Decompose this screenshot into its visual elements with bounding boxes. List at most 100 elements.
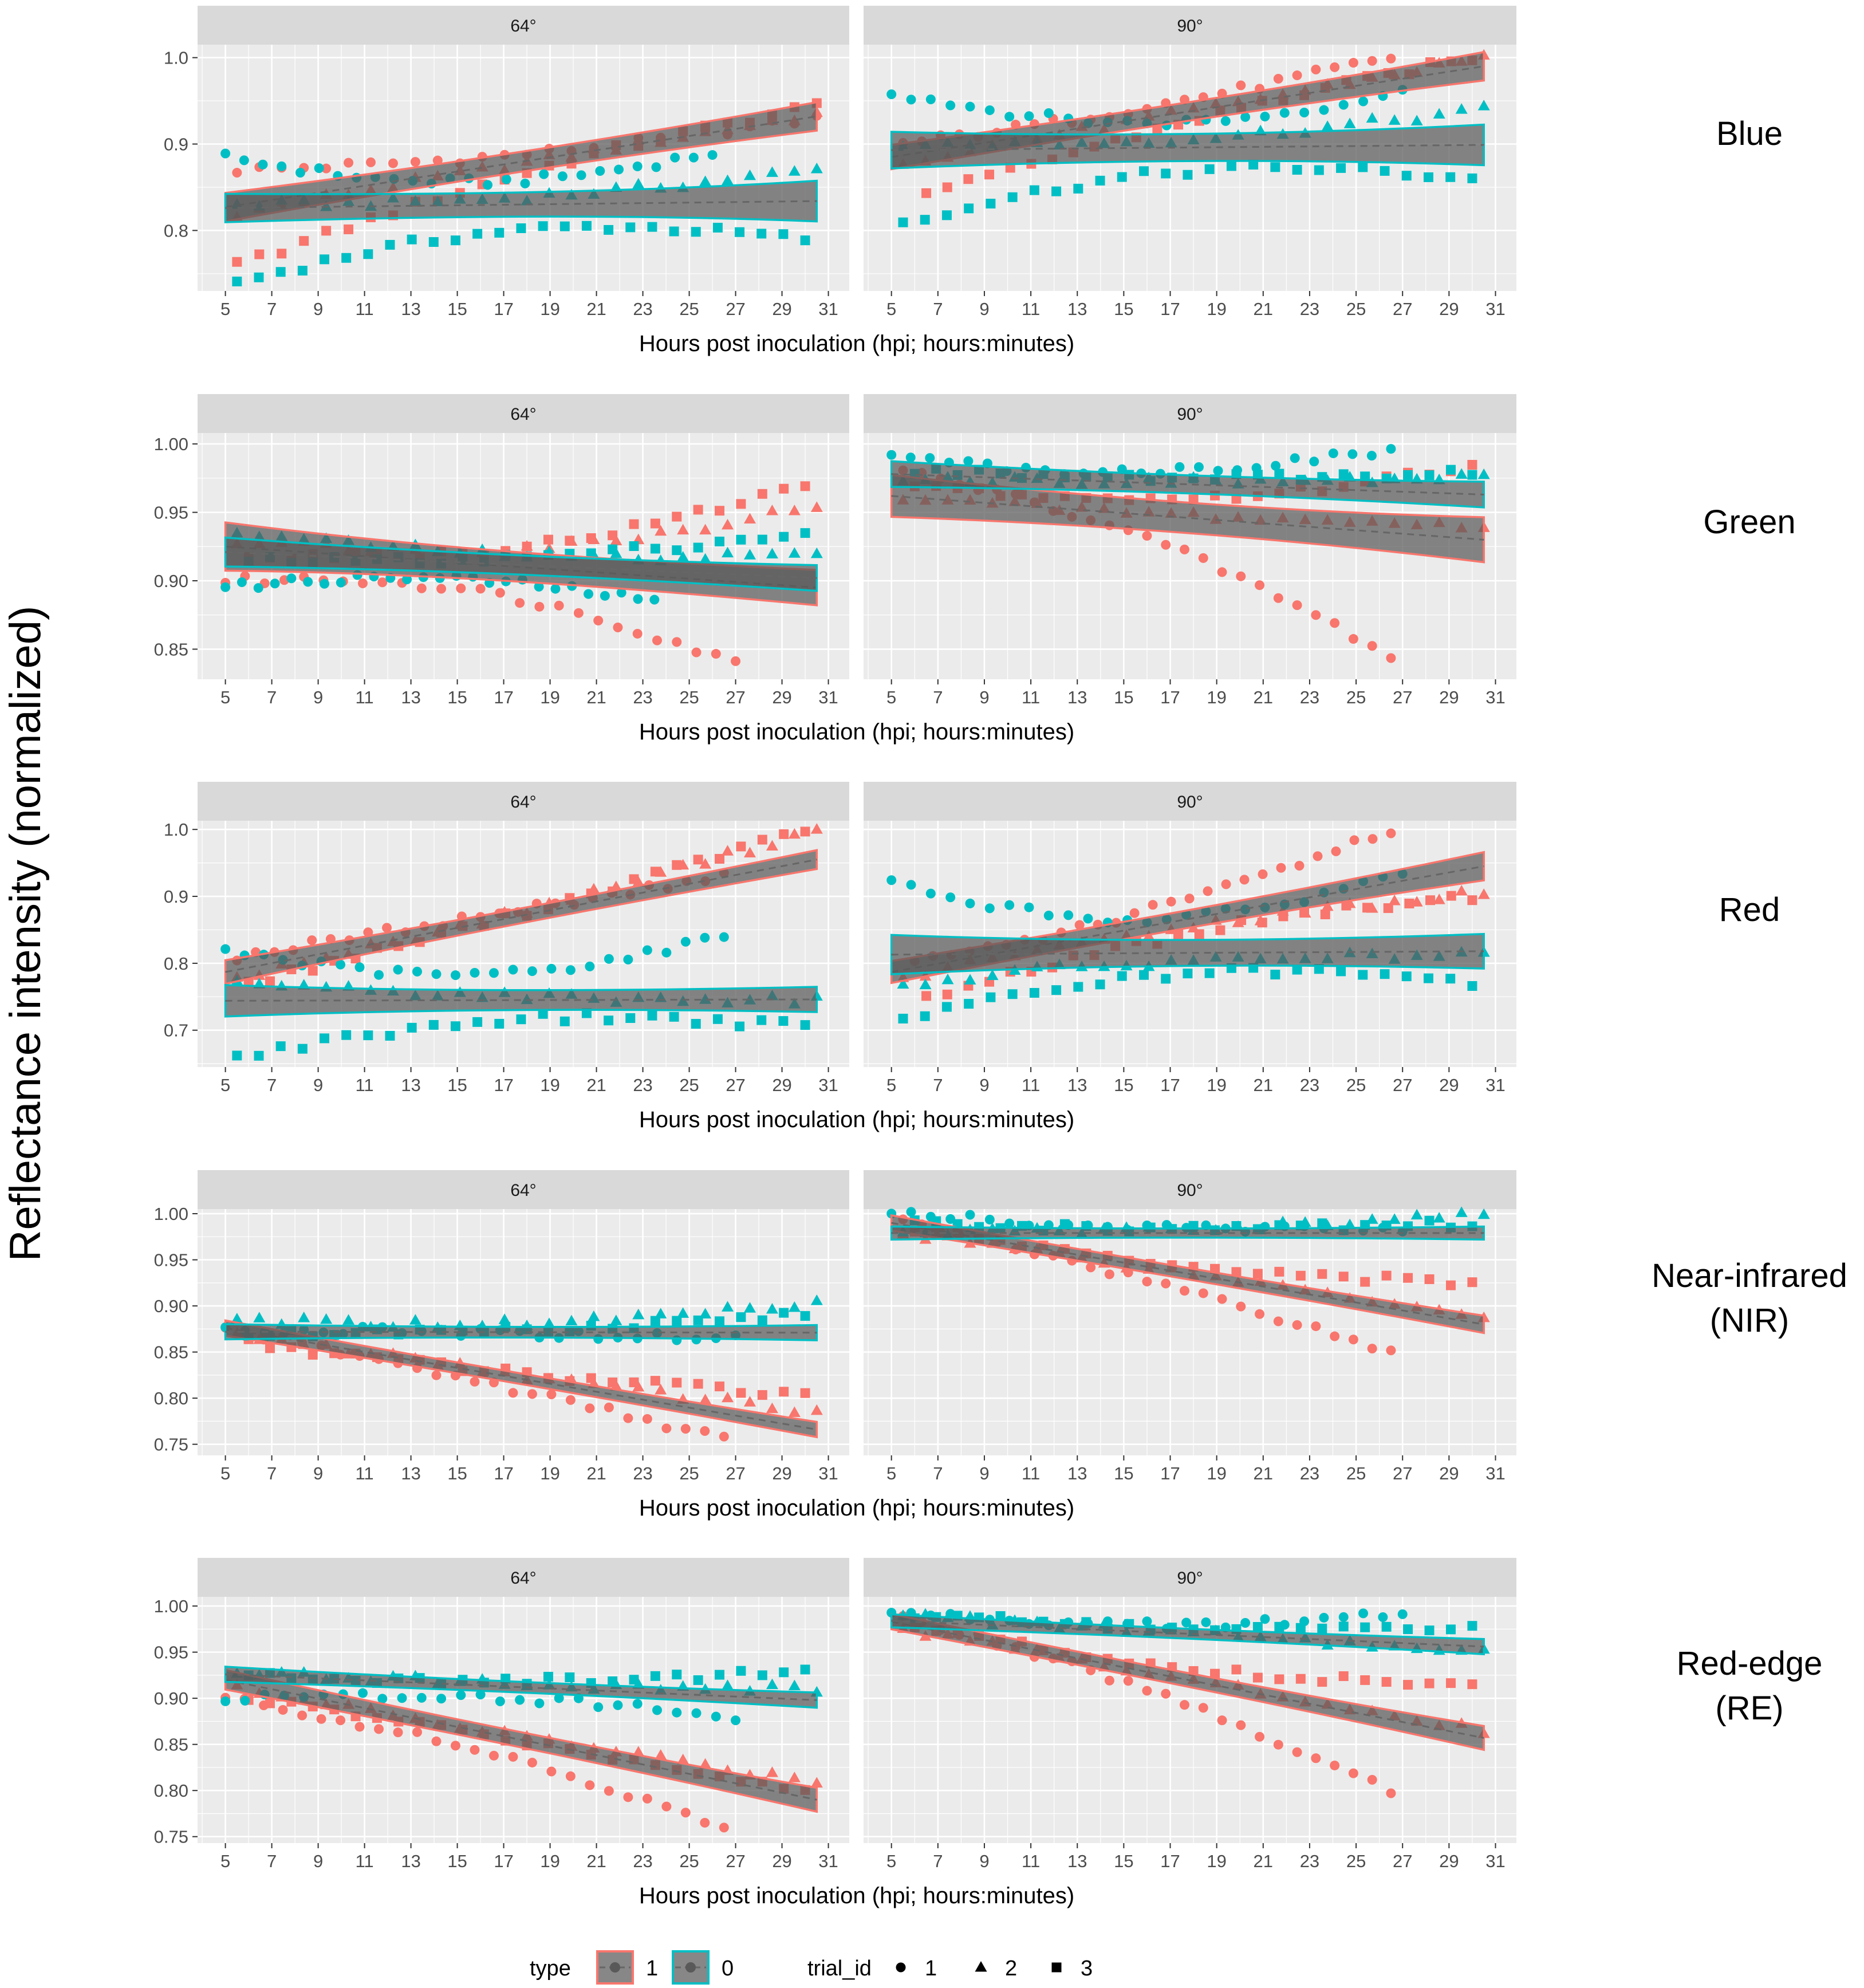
data-point bbox=[1201, 1617, 1211, 1627]
data-point bbox=[669, 226, 679, 237]
data-point bbox=[1260, 1614, 1270, 1624]
data-point bbox=[412, 966, 422, 977]
data-point bbox=[559, 221, 570, 231]
data-point bbox=[253, 583, 263, 593]
data-point bbox=[1319, 105, 1329, 115]
x-tick-label: 9 bbox=[313, 1851, 323, 1871]
data-point bbox=[1292, 600, 1302, 611]
data-point bbox=[546, 1766, 557, 1777]
data-point bbox=[1161, 168, 1171, 179]
data-point bbox=[1051, 186, 1062, 196]
facet-strip-label: 64° bbox=[510, 17, 536, 36]
x-tick-label: 21 bbox=[1254, 299, 1273, 319]
legend-label-type: 0 bbox=[722, 1956, 734, 1981]
data-point bbox=[550, 584, 561, 594]
data-point bbox=[650, 1316, 660, 1326]
facet-panel: 90° 5 7 9 11 13 15 17 19 21 23 25 27 29 31 bbox=[864, 394, 1516, 707]
data-point bbox=[1273, 593, 1283, 603]
data-point bbox=[1278, 911, 1288, 922]
data-point bbox=[800, 1020, 810, 1030]
data-point bbox=[1397, 1609, 1408, 1619]
data-point bbox=[407, 234, 417, 245]
data-point bbox=[585, 1403, 595, 1414]
facet-strip bbox=[198, 1170, 849, 1209]
x-tick-label: 29 bbox=[772, 1851, 791, 1871]
data-point bbox=[1348, 634, 1358, 644]
data-point bbox=[265, 1698, 275, 1709]
data-point bbox=[1270, 970, 1280, 980]
data-point bbox=[316, 1714, 326, 1724]
data-point bbox=[357, 1688, 368, 1698]
data-point bbox=[1321, 900, 1334, 911]
data-point bbox=[722, 845, 734, 856]
data-point bbox=[691, 227, 701, 237]
facet-strip-label: 90° bbox=[1177, 17, 1203, 36]
data-point bbox=[766, 1766, 778, 1777]
fit-line bbox=[225, 1327, 817, 1431]
data-point bbox=[623, 1413, 633, 1423]
row-label: Green bbox=[1703, 503, 1795, 541]
data-point bbox=[1148, 900, 1158, 910]
legend-key-trial bbox=[1051, 1962, 1062, 1973]
x-tick-label: 23 bbox=[633, 1463, 652, 1483]
data-point bbox=[297, 1710, 308, 1721]
data-point bbox=[1455, 103, 1468, 114]
data-point bbox=[1467, 1621, 1477, 1631]
x-tick-label: 27 bbox=[726, 687, 745, 707]
x-tick-label: 15 bbox=[1114, 1075, 1133, 1095]
data-point bbox=[1051, 985, 1062, 995]
data-point bbox=[650, 1671, 660, 1681]
data-point bbox=[1336, 163, 1346, 173]
data-point bbox=[1005, 163, 1015, 173]
data-point bbox=[886, 89, 897, 100]
x-tick-label: 9 bbox=[979, 1851, 989, 1871]
x-tick-label: 7 bbox=[267, 1075, 277, 1095]
data-point bbox=[779, 483, 789, 494]
data-point bbox=[363, 1030, 373, 1041]
data-point bbox=[450, 235, 460, 246]
x-tick-label: 17 bbox=[1160, 1463, 1180, 1483]
data-point bbox=[357, 578, 368, 589]
data-point bbox=[1161, 1688, 1171, 1699]
data-point bbox=[546, 963, 557, 974]
data-point bbox=[1424, 1274, 1435, 1284]
data-point bbox=[693, 505, 703, 515]
data-point bbox=[604, 1786, 614, 1796]
data-point bbox=[986, 198, 996, 208]
confidence-ribbon bbox=[224, 1668, 818, 1813]
data-point bbox=[303, 577, 313, 587]
data-point bbox=[1317, 1218, 1327, 1229]
facet-panel: 90° 5 7 9 11 13 15 17 19 21 23 25 27 29 31 bbox=[864, 6, 1516, 319]
data-point bbox=[920, 1011, 930, 1021]
data-point bbox=[1179, 1700, 1189, 1710]
row-label: (NIR) bbox=[1710, 1302, 1790, 1339]
data-point bbox=[699, 175, 712, 186]
x-tick-label: 9 bbox=[979, 1075, 989, 1095]
data-point bbox=[1403, 470, 1413, 480]
data-point bbox=[565, 536, 575, 546]
data-point bbox=[886, 450, 897, 460]
data-point bbox=[766, 1303, 778, 1314]
data-point bbox=[1204, 164, 1215, 174]
data-point bbox=[629, 541, 639, 552]
data-point bbox=[1358, 162, 1368, 172]
data-point bbox=[543, 534, 553, 545]
data-point bbox=[534, 601, 545, 612]
row-label: Red-edge bbox=[1677, 1645, 1823, 1682]
facet-strip bbox=[198, 1558, 849, 1597]
data-point bbox=[625, 222, 636, 233]
data-point bbox=[538, 221, 548, 231]
x-tick-label: 13 bbox=[1067, 1463, 1087, 1483]
data-point bbox=[320, 1313, 333, 1324]
data-point bbox=[743, 169, 756, 180]
data-point bbox=[1193, 462, 1204, 472]
data-point bbox=[800, 1664, 810, 1675]
data-point bbox=[483, 180, 493, 190]
data-point bbox=[608, 530, 618, 541]
y-tick-label: 0.8 bbox=[164, 954, 188, 974]
x-tick-label: 21 bbox=[1254, 1075, 1273, 1095]
x-tick-label: 25 bbox=[1346, 1463, 1366, 1483]
data-point bbox=[669, 1011, 679, 1022]
data-point bbox=[942, 989, 952, 999]
facet-panel: 90° 5 7 9 11 13 15 17 19 21 23 25 27 29 31 bbox=[864, 1170, 1516, 1483]
